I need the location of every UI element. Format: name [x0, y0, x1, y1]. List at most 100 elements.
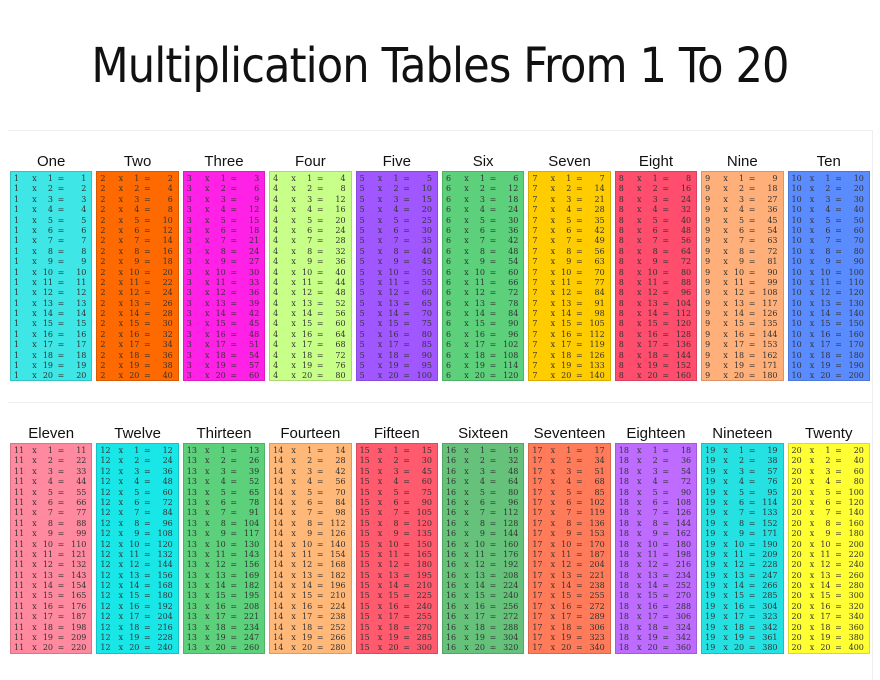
table-line: 3 x 10 = 30: [184, 268, 264, 278]
multiplicand: 19: [705, 446, 716, 455]
times-sign: x: [464, 267, 469, 277]
times-sign: x: [377, 277, 383, 287]
multiplier: 16: [42, 329, 53, 339]
table-line: 9 x 3 = 27: [702, 195, 782, 205]
multiplier: 11: [129, 549, 140, 559]
multiplicand: 4: [273, 257, 279, 267]
multiplier: 3: [479, 194, 485, 204]
multiplicand: 14: [273, 560, 284, 570]
multiplicand: 2: [100, 298, 106, 308]
table-line: 9 x 9 = 81: [702, 257, 782, 267]
product: 8: [81, 246, 87, 256]
times-sign: x: [377, 529, 383, 539]
product: 66: [76, 497, 87, 507]
multiplicand: 19: [705, 581, 716, 591]
multiplier: 5: [652, 215, 658, 225]
multiplier: 10: [215, 267, 226, 277]
equals-sign: =: [403, 466, 410, 476]
multiplicand: 12: [100, 549, 111, 559]
table-line: 17 x 20 = 340: [529, 643, 609, 653]
multiplier: 8: [825, 518, 831, 528]
equals-sign: =: [835, 539, 842, 549]
multiplier: 9: [566, 257, 572, 267]
product: 80: [508, 487, 519, 497]
times-sign: x: [377, 288, 383, 298]
multiplier: 2: [307, 184, 313, 194]
table-line: 10 x 1 = 10: [789, 174, 869, 184]
multiplicand: 12: [100, 633, 111, 643]
product: 195: [243, 591, 260, 601]
product: 52: [248, 477, 260, 487]
product: 154: [71, 581, 87, 591]
multiplicand: 9: [705, 350, 711, 360]
product: 288: [503, 622, 519, 632]
multiplier: 14: [561, 581, 572, 591]
multiplicand: 13: [186, 633, 197, 643]
equals-sign: =: [489, 601, 497, 611]
multiplicand: 15: [359, 549, 370, 559]
multiplicand: 7: [532, 319, 538, 329]
multiplicand: 15: [359, 446, 370, 455]
table-sixteen: Sixteen 16 x 1 = 16 16 x 2 = 32 16 x 3 = 48 16 x 4 = 64 16 x 5 =…: [440, 425, 526, 680]
times-sign: x: [32, 309, 37, 319]
multiplier: 1: [393, 446, 399, 455]
multiplicand: 17: [532, 508, 543, 518]
table-twenty: Twenty 20 x 1 = 20 20 x 2 = 40 20 x 3 = 60 20 x 4 = 80 20 x 5 = 1…: [786, 425, 872, 680]
multiplier: 6: [47, 225, 53, 235]
table-line: 18 x 3 = 54: [616, 467, 696, 477]
multiplicand: 16: [445, 591, 457, 601]
table-line: 10 x 6 = 60: [789, 226, 869, 236]
equals-sign: =: [316, 298, 324, 308]
product: 140: [330, 539, 346, 549]
times-sign: x: [377, 267, 383, 277]
multiplier: 16: [647, 329, 658, 339]
multiplier: 7: [652, 508, 658, 518]
equals-sign: =: [57, 309, 65, 319]
multiplicand: 13: [186, 497, 197, 507]
multiplicand: 1: [14, 205, 20, 215]
times-sign: x: [291, 298, 296, 308]
times-sign: x: [723, 601, 728, 611]
multiplicand: 8: [618, 319, 624, 329]
multiplicand: 11: [14, 477, 25, 487]
product: 133: [762, 508, 778, 518]
multiplicand: 5: [359, 225, 365, 235]
table-line: 4 x 14 = 56: [270, 309, 350, 319]
equals-sign: =: [230, 549, 238, 559]
equals-sign: =: [489, 508, 497, 518]
multiplier: 17: [215, 612, 226, 622]
multiplicand: 17: [532, 466, 543, 476]
table-line: 3 x 17 = 51: [184, 340, 264, 350]
equals-sign: =: [835, 319, 842, 329]
product: 132: [71, 560, 87, 570]
multiplier: 5: [739, 215, 745, 225]
table-body: 5 x 1 = 5 5 x 2 = 10 5 x 3 = 15 5 x 4 = 20 5 x 5 = 25 5 x 6 = 30 5 x 7 = 3…: [355, 171, 438, 381]
table-line: 6 x 12 = 72: [443, 288, 523, 298]
times-sign: x: [291, 612, 296, 622]
equals-sign: =: [662, 267, 670, 277]
product: 160: [848, 518, 864, 528]
times-sign: x: [118, 591, 124, 601]
multiplicand: 11: [14, 643, 25, 653]
table-body: 11 x 1 = 11 11 x 2 = 22 11 x 3 = 33 11 x 4 = 44 11 x 5 = 55 11 x 6 =…: [10, 443, 93, 654]
times-sign: x: [377, 184, 383, 194]
table-line: 2 x 6 = 12: [97, 226, 177, 236]
table-heading: Ten: [816, 153, 841, 170]
table-heading: Eleven: [28, 425, 75, 442]
product: 27: [248, 257, 260, 267]
equals-sign: =: [316, 446, 324, 455]
times-sign: x: [32, 622, 37, 632]
times-sign: x: [809, 205, 815, 215]
times-sign: x: [636, 591, 642, 601]
times-sign: x: [723, 518, 728, 528]
table-line: 4 x 20 = 80: [270, 371, 350, 381]
product: 198: [71, 622, 87, 632]
table-line: 12 x 10 = 120: [97, 540, 177, 550]
multiplicand: 17: [532, 612, 543, 622]
multiplier: 18: [647, 350, 658, 360]
times-sign: x: [464, 633, 469, 643]
equals-sign: =: [57, 487, 65, 497]
multiplier: 11: [561, 277, 572, 287]
multiplier: 5: [652, 487, 658, 497]
multiplicand: 8: [618, 225, 624, 235]
